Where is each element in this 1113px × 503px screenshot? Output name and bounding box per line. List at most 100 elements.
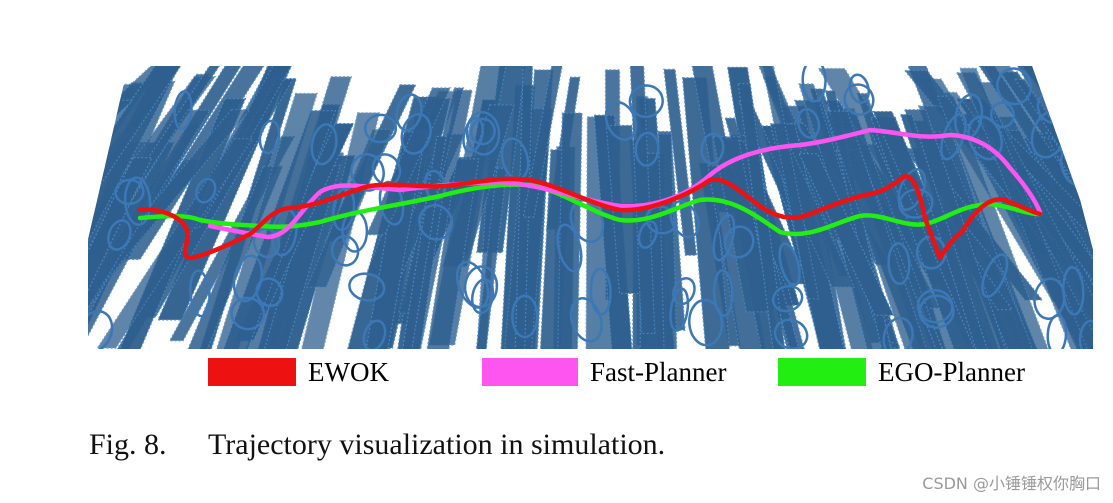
obstacle-column [663,68,698,256]
legend-label-ego-planner: EGO-Planner [878,356,1025,387]
obstacle-column [306,128,393,288]
ring-obstacle [123,176,152,227]
legend-swatch-ewok [208,358,296,386]
ring-obstacle [669,200,700,239]
legend-swatch-fast-planner [482,358,578,386]
ring-obstacle [882,316,914,349]
legend-label-fast-planner: Fast-Planner [590,356,727,387]
obstacle-column [1106,115,1113,283]
obstacle-column [798,153,895,316]
ring-obstacle [981,253,1009,298]
legend-item-ewok: EWOK [208,355,389,389]
ring-obstacle [887,242,911,286]
ring-obstacle [252,227,281,259]
ring-obstacle [332,187,356,232]
obstacle-column [0,160,83,364]
ring-obstacle [796,107,821,139]
ring-obstacle [173,90,193,131]
obstacle-column [88,79,92,238]
ring-obstacle [462,116,484,154]
ring-obstacle [916,288,954,324]
ring-obstacle [771,284,804,313]
ring-obstacle [723,225,755,259]
ring-obstacle [940,113,967,161]
obstacle-column [88,66,105,348]
ring-obstacle [362,319,387,349]
ring-obstacle [348,272,386,302]
ring-obstacle [114,178,145,206]
obstacle-column [88,99,135,288]
figure-caption: Fig. 8. Trajectory visualization in simul… [89,428,665,462]
obstacle-column [936,95,1082,349]
ring-obstacle [350,153,385,192]
obstacle-column [824,110,942,349]
obstacle-column [712,136,772,313]
ring-obstacle [195,177,217,204]
obstacle-column [1104,59,1113,290]
ego-planner-trajectory [137,182,1043,237]
ring-obstacle [330,235,360,267]
ewok-trajectory [137,173,1043,261]
obstacle-column [412,158,480,349]
obstacle-column [556,112,583,349]
ring-obstacle [634,131,660,167]
ring-obstacle [88,309,114,349]
ring-obstacle [1033,277,1066,320]
watermark: CSDN @小锤锤权你胸口 [922,474,1101,493]
legend-item-fast-planner: Fast-Planner [482,355,726,389]
ring-obstacle [989,101,1016,129]
ring-obstacle [712,213,736,262]
ring-obstacle [628,84,664,119]
ring-obstacle [898,188,934,219]
obstacle-columns [0,54,1113,364]
simulation-scene [0,54,1113,364]
ring-obstacle [778,242,801,287]
ring-obstacle [1046,313,1068,349]
ring-obstacle [773,318,809,349]
ring-obstacle [996,67,1033,106]
ring-obstacle [400,112,432,155]
obstacle-column [216,164,341,349]
obstacle-column [629,66,656,335]
ring-obstacle [967,115,1003,161]
ring-obstacle [363,113,398,144]
ring-obstacle [801,66,827,103]
obstacle-column [88,116,106,259]
ring-obstacle [637,220,658,249]
ring-obstacle [465,110,501,156]
ring-obstacle [189,269,211,318]
obstacle-column [235,155,356,349]
obstacle-column [88,66,177,210]
obstacle-column [88,109,212,349]
ring-obstacle [556,223,583,273]
legend-item-ego-planner: EGO-Planner [778,355,1025,389]
ring-obstacle [848,73,870,104]
ring-obstacle [669,287,690,332]
ring-obstacle [418,203,454,241]
legend: EWOK Fast-Planner EGO-Planner [0,355,1113,389]
obstacle-column [473,167,508,349]
obstacle-column [198,110,337,349]
ring-obstacle [589,267,612,316]
ring-obstacle [463,265,499,309]
obstacle-column [522,66,566,218]
obstacle-column [1088,73,1093,217]
obstacle-column [824,90,907,349]
obstacle-column [88,75,100,349]
ring-obstacle [470,278,495,315]
obstacle-column [1105,54,1113,217]
ring-obstacle [1078,319,1093,349]
ring-obstacle [645,205,678,235]
ring-obstacle [378,180,405,226]
ring-obstacle [255,277,284,308]
ring-obstacle [470,117,496,146]
trajectories [137,127,1043,261]
obstacle-column [342,131,427,349]
caption-text: Trajectory visualization in simulation. [208,428,666,461]
ring-obstacle [258,119,281,155]
ring-obstacle [230,296,266,331]
ring-obstacle [712,269,734,318]
ring-obstacle [897,168,927,212]
ring-obstacle [92,75,120,118]
